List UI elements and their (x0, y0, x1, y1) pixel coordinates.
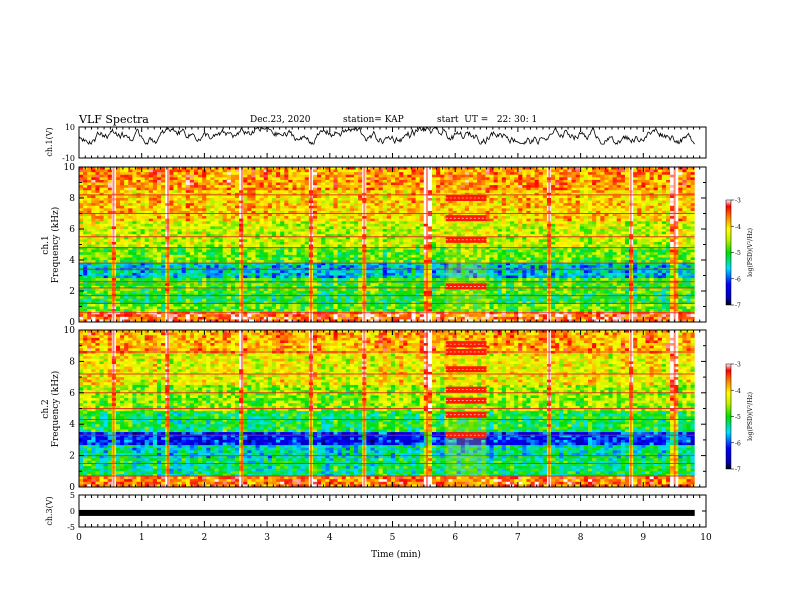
ch3-waveform-ylabel: ch.3(V) (45, 496, 54, 525)
time-tick-label: 8 (578, 533, 584, 543)
ch3-waveform-panel: 50-5 0 1 2 3 4 5 6 7 8 9 10 ch.3(V) Time (min) (45, 491, 712, 560)
colorbar-tick-label: -3 (735, 362, 741, 369)
frequency-tick-label: 4 (69, 256, 75, 266)
time-axis-label: Time (min) (371, 549, 421, 560)
time-tick-label: 2 (202, 533, 208, 543)
ch3-voltage-tick-label: -5 (67, 523, 75, 532)
ch2-colorbar: -3 -4 -5 -6 -7 log(PSD)(V²/Hz) (725, 362, 754, 474)
frequency-tick-label: 10 (64, 163, 76, 173)
ch1-waveform-trace (78, 126, 695, 146)
date-label: Dec.23, 2020 (250, 115, 311, 125)
frequency-tick-label: 8 (69, 357, 75, 367)
frequency-tick-label: 0 (69, 483, 75, 493)
colorbar-tick-label: -7 (735, 303, 741, 310)
ch1-waveform-panel: 10 -10 ch.1(V) (45, 123, 707, 163)
colorbar-tick-label: -4 (735, 224, 741, 231)
frequency-tick-label: 8 (69, 194, 75, 204)
time-tick-label: 3 (264, 533, 270, 543)
frequency-tick-label: 4 (69, 420, 75, 430)
ch3-voltage-tick-label: 5 (70, 491, 75, 500)
time-tick-label: 10 (700, 533, 712, 543)
frequency-tick-label: 6 (69, 225, 75, 235)
frequency-tick-label: 2 (69, 452, 75, 462)
colorbar-tick-label: -6 (735, 440, 741, 447)
colorbar-tick-label: -4 (735, 388, 741, 395)
ch2-spectrogram-ylabel: ch.2Frequency (kHz) (41, 371, 61, 448)
time-tick-label: 7 (515, 533, 521, 543)
time-tick-label: 5 (390, 533, 396, 543)
figure-title: VLF Spectra (79, 113, 149, 126)
ch1-voltage-tick-label: -10 (62, 154, 75, 163)
frequency-tick-label: 6 (69, 389, 75, 399)
time-tick-label: 4 (327, 533, 333, 543)
colorbar-tick-label: -3 (735, 198, 741, 205)
colorbar-tick-label: -5 (735, 250, 741, 257)
frequency-tick-label: 2 (69, 287, 75, 297)
frequency-tick-label: 10 (64, 326, 76, 336)
colorbar-label: log(PSD)(V²/Hz) (747, 228, 754, 277)
colorbar-label: log(PSD)(V²/Hz) (747, 392, 754, 441)
time-tick-label: 0 (76, 533, 82, 543)
ch1-voltage-tick-label: 10 (65, 123, 75, 132)
ch3-voltage-tick-label: 0 (70, 507, 75, 516)
time-tick-label: 1 (139, 533, 145, 543)
start-time-label: start UT = 22: 30: 1 (437, 115, 538, 125)
ch1-colorbar: -3 -4 -5 -6 -7 log(PSD)(V²/Hz) (725, 198, 754, 310)
ch1-waveform-ylabel: ch.1(V) (45, 127, 54, 156)
time-tick-label: 9 (640, 533, 646, 543)
ch1-spectrogram-ylabel: ch.1Frequency (kHz) (41, 207, 61, 284)
colorbar-tick-label: -7 (735, 467, 741, 474)
frequency-tick-label: 0 (69, 318, 75, 328)
ch2-spectrogram-panel: 0 2 4 6 8 10 ch.2Frequency (kHz) -3 -4 -5 -6 -7 lo… (41, 326, 754, 493)
ch1-spectrogram-panel: 0 2 4 6 8 10 ch.1Frequency (kHz) -3 -4 -5 -6 -7 lo… (41, 163, 754, 328)
station-label: station= KAP (343, 115, 404, 125)
ch3-waveform-trace (79, 509, 695, 516)
colorbar-tick-label: -6 (735, 276, 741, 283)
time-tick-label: 6 (452, 533, 458, 543)
colorbar-tick-label: -5 (735, 414, 741, 421)
